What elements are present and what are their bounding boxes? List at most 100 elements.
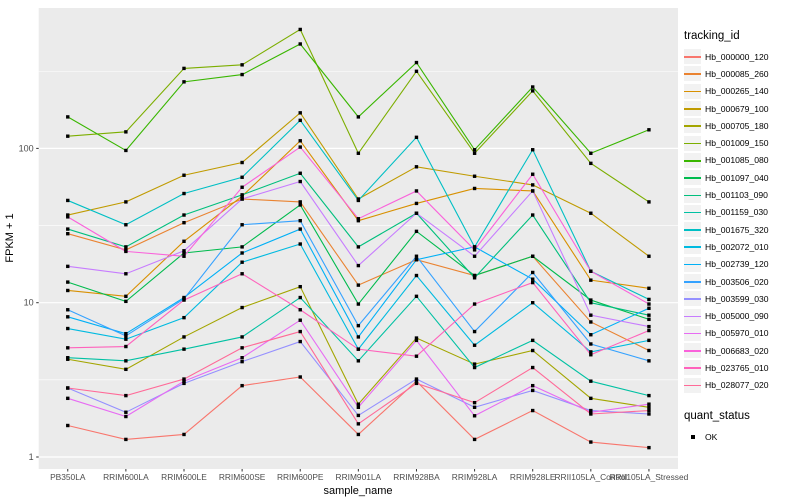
data-point (182, 298, 186, 302)
data-point (531, 408, 535, 413)
data-point (414, 338, 419, 343)
data-point (647, 412, 651, 416)
data-point (66, 356, 70, 360)
data-point (182, 239, 186, 243)
data-point (124, 359, 128, 363)
data-point (472, 414, 477, 418)
x-tick-label: RRIM600PE (277, 472, 324, 482)
data-point (589, 298, 593, 302)
data-point (531, 348, 535, 353)
data-point (356, 198, 361, 203)
data-point (240, 335, 244, 339)
data-point (356, 359, 361, 363)
data-point (589, 278, 593, 282)
data-point (414, 165, 419, 169)
data-point (589, 320, 593, 324)
data-point (589, 410, 593, 414)
data-point (298, 318, 302, 322)
data-point (589, 412, 593, 416)
legend-entry-label: Hb_002739_120 (705, 259, 769, 270)
legend-key-line-icon (684, 83, 701, 99)
data-point (298, 227, 302, 231)
data-point (647, 328, 651, 333)
data-point (589, 151, 593, 155)
data-point (66, 386, 70, 390)
data-point (472, 248, 477, 252)
data-point (647, 324, 651, 329)
legend-entry-Hb_000679_100: Hb_000679_100 (684, 100, 800, 117)
data-point (414, 354, 419, 358)
data-point (182, 347, 186, 351)
y-axis-title: FPKM + 1 (4, 213, 16, 263)
data-point (298, 218, 302, 223)
data-point (531, 85, 535, 89)
data-point (124, 337, 128, 341)
legend-key-line-icon (684, 239, 701, 255)
data-point (647, 408, 651, 413)
data-point (182, 381, 186, 386)
plot-panel (38, 8, 678, 469)
legend-entry-quant-OK: OK (684, 428, 800, 445)
legend-key-line-icon (684, 377, 701, 393)
data-point (298, 179, 302, 184)
data-point (124, 437, 128, 442)
legend-entry-label: Hb_001159_030 (705, 207, 768, 218)
data-point (182, 249, 186, 253)
legend-title-quant-status: quant_status (684, 409, 750, 422)
data-point (240, 63, 244, 67)
legend-key-line-icon (684, 49, 701, 65)
data-point (531, 270, 535, 275)
data-point (356, 263, 361, 268)
data-point (647, 445, 651, 450)
data-point (531, 189, 535, 193)
legend-title-tracking-id: tracking_id (684, 30, 740, 42)
data-point (240, 185, 244, 189)
legend-panel: tracking_id Hb_000000_120 Hb_000085_260 Hb… (684, 30, 800, 445)
data-point (356, 151, 361, 155)
legend-entry-label: Hb_001103_090 (705, 190, 768, 201)
data-point (298, 203, 302, 207)
data-point (356, 413, 361, 418)
data-point (182, 66, 186, 71)
data-point (182, 432, 186, 437)
data-point (66, 232, 70, 236)
data-point (589, 379, 593, 383)
data-point (124, 410, 128, 414)
data-point (182, 80, 186, 84)
legend-entry-label: Hb_000085_260 (705, 68, 769, 79)
data-point (647, 200, 651, 204)
data-point (182, 377, 186, 381)
data-point (414, 381, 419, 386)
legend-entry-label: OK (705, 431, 718, 442)
legend-entry-Hb_001009_150: Hb_001009_150 (684, 134, 800, 151)
data-point (472, 302, 477, 306)
data-point (124, 367, 128, 372)
data-point (66, 308, 70, 312)
legend-entry-Hb_003506_020: Hb_003506_020 (684, 273, 800, 290)
data-point (240, 359, 244, 364)
data-point (240, 193, 244, 197)
data-point (240, 272, 244, 276)
data-point (472, 148, 477, 152)
legend-entry-label: Hb_003506_020 (705, 276, 769, 287)
data-point (298, 171, 302, 175)
data-point (124, 249, 128, 254)
legend-key-line-icon (684, 325, 701, 341)
data-point (182, 173, 186, 177)
data-point (472, 151, 477, 155)
data-point (356, 115, 361, 119)
data-point (240, 245, 244, 249)
data-point (124, 393, 128, 398)
data-point (414, 189, 419, 193)
legend-entry-Hb_028077_020: Hb_028077_020 (684, 377, 800, 394)
data-point (414, 294, 419, 299)
data-point (472, 276, 477, 280)
data-point (356, 245, 361, 249)
data-point (414, 60, 419, 65)
data-point (298, 139, 302, 143)
data-point (414, 273, 419, 278)
data-point (647, 393, 651, 398)
x-tick-label: RRII105LA_Control (555, 472, 628, 482)
data-point (531, 183, 535, 187)
data-point (589, 161, 593, 166)
